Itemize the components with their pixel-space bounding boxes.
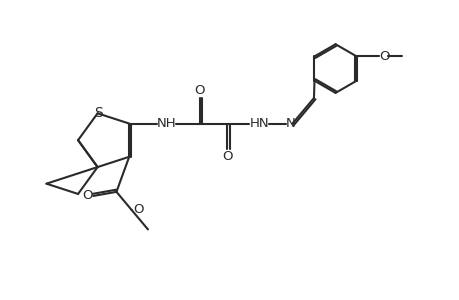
Text: S: S	[94, 106, 102, 119]
Text: O: O	[222, 150, 232, 164]
Text: O: O	[378, 50, 388, 63]
Text: O: O	[194, 84, 205, 97]
Text: N: N	[285, 117, 294, 130]
Text: HN: HN	[249, 117, 269, 130]
Text: NH: NH	[157, 117, 176, 130]
Text: O: O	[133, 203, 144, 216]
Text: O: O	[82, 189, 92, 203]
